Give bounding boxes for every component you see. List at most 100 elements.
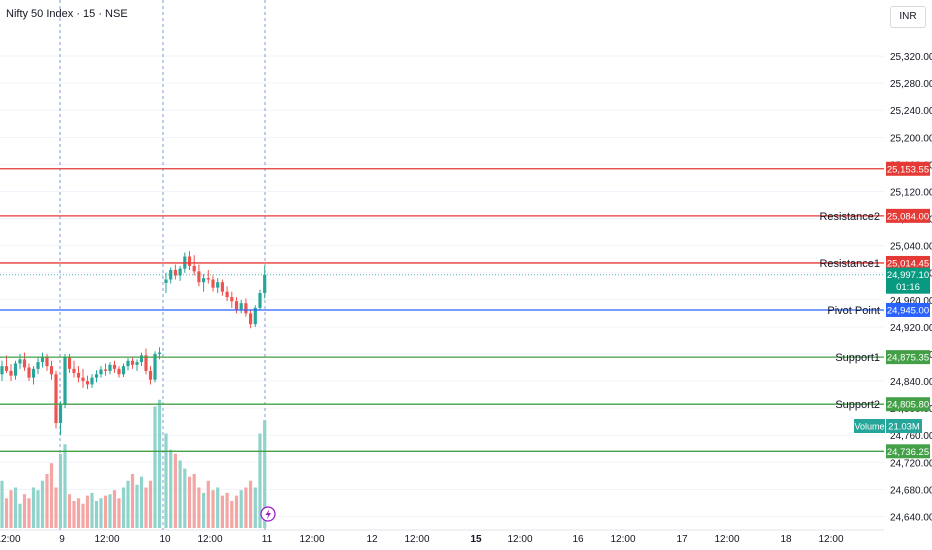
candle-body	[139, 355, 144, 363]
candle-body	[187, 256, 192, 266]
volume-bar	[81, 503, 85, 528]
y-tick-label: 24,760.00	[890, 431, 932, 442]
currency-button[interactable]: INR	[890, 6, 926, 28]
candle-body	[258, 293, 262, 308]
x-tick-label: 17	[676, 534, 688, 545]
candle-body	[197, 271, 201, 283]
volume-bar	[63, 444, 67, 528]
candle-body	[169, 270, 173, 280]
volume-bar	[234, 495, 239, 528]
volume-bar	[4, 498, 9, 528]
volume-bar	[0, 480, 4, 528]
candle-body	[144, 355, 148, 371]
volume-value-badge	[886, 419, 922, 433]
candle-body	[239, 303, 243, 310]
volume-bar	[178, 460, 182, 528]
x-tick-label: 16	[572, 534, 584, 545]
level-price-label: 24,805.80	[887, 400, 929, 411]
volume-bar	[54, 487, 58, 528]
candle-body	[45, 356, 49, 367]
x-tick-label: 12:00	[507, 534, 532, 545]
level-price-badge	[886, 208, 930, 223]
volume-bar	[108, 494, 112, 528]
volume-bar	[49, 463, 54, 528]
volume-bar	[216, 487, 220, 528]
x-tick-label: 12:00	[404, 534, 429, 545]
candle-body	[103, 369, 108, 371]
candle-body	[225, 291, 229, 298]
x-tick-label: 12:00	[197, 534, 222, 545]
volume-bar	[244, 487, 248, 528]
volume-bar	[9, 490, 13, 528]
y-tick-label: 25,280.00	[890, 79, 932, 90]
volume-bar	[230, 501, 234, 528]
volume-bar	[58, 453, 63, 528]
volume-name-badge	[854, 419, 885, 433]
candle-body	[67, 357, 72, 369]
volume-bar	[76, 498, 81, 528]
y-tick-label: 24,960.00	[890, 296, 932, 307]
volume-bar	[253, 487, 257, 528]
volume-bar	[258, 433, 262, 528]
level-name: Resistance2	[819, 211, 880, 223]
candle-body	[85, 381, 90, 385]
volume-bar	[130, 474, 135, 528]
volume-bar	[206, 480, 210, 528]
volume-bar	[220, 495, 224, 528]
candle-body	[0, 366, 4, 375]
candle-body	[230, 297, 234, 302]
candle-body	[173, 270, 177, 276]
volume-bar	[148, 480, 153, 528]
x-tick-label: 9	[59, 534, 65, 545]
y-tick-label: 25,240.00	[890, 106, 932, 117]
level-price-label: 24,736.25	[887, 447, 929, 458]
volume-bar	[94, 501, 99, 528]
last-price-badge	[886, 267, 930, 294]
candle-body	[81, 377, 85, 382]
candle-body	[9, 370, 13, 376]
candle-body	[220, 282, 224, 292]
x-tick-label: 12	[366, 534, 378, 545]
x-tick-label: 12:00	[299, 534, 324, 545]
volume-bar	[135, 484, 139, 528]
volume-bar	[183, 468, 187, 528]
volume-bar	[192, 474, 196, 528]
y-tick-label: 24,680.00	[890, 485, 932, 496]
volume-bar	[126, 480, 130, 528]
x-tick-label: 12:00	[610, 534, 635, 545]
candle-body	[153, 353, 157, 380]
y-tick-label: 25,320.00	[890, 52, 932, 63]
candle-body	[157, 352, 162, 354]
candle-body	[72, 368, 76, 373]
x-tick-label: 12:00	[0, 534, 21, 545]
volume-bar	[153, 406, 157, 528]
y-tick-label: 24,640.00	[890, 512, 932, 523]
y-tick-label: 25,040.00	[890, 242, 932, 253]
chart-title: Nifty 50 Index · 15 · NSE	[6, 8, 128, 20]
x-tick-label: 12:00	[714, 534, 739, 545]
volume-bar	[22, 494, 27, 528]
y-tick-label: 24,720.00	[890, 458, 932, 469]
candle-body	[76, 372, 81, 378]
volume-bar	[144, 487, 148, 528]
level-name: Support1	[835, 352, 880, 364]
x-tick-label: 12:00	[818, 534, 843, 545]
volume-bar	[249, 480, 253, 528]
volume-bar	[211, 490, 215, 528]
candle-body	[263, 274, 267, 294]
candle-body	[192, 265, 196, 272]
volume-bar	[72, 501, 76, 528]
candle-body	[27, 367, 31, 378]
candle-body	[164, 279, 168, 283]
level-price-badge	[886, 350, 930, 365]
level-name: Resistance1	[819, 258, 880, 270]
volume-value-label: 21.03M	[888, 422, 920, 433]
y-tick-label: 24,920.00	[890, 323, 932, 334]
volume-bar	[187, 476, 192, 528]
candle-body	[49, 366, 54, 375]
candle-body	[90, 377, 94, 385]
candle-body	[31, 368, 36, 378]
volume-bar	[103, 495, 108, 528]
volume-bar	[117, 498, 121, 528]
